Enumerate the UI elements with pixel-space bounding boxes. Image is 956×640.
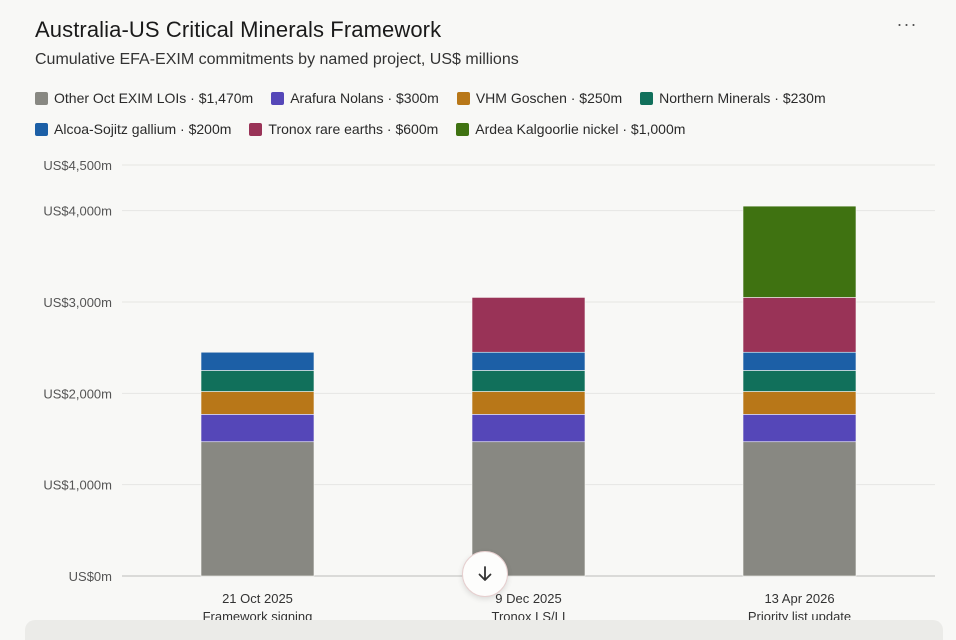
bar-segment [742,391,857,415]
legend-label: Arafura Nolans · $300m [290,90,439,106]
legend-swatch [35,91,48,105]
legend-swatch [456,91,470,105]
scroll-down-button[interactable] [462,551,508,597]
bar-segment [742,351,857,371]
bar-segment [471,414,586,443]
bar-segment [471,370,586,392]
y-tick-label: US$4,000m [43,204,112,219]
bar-segment [742,297,857,353]
legend-label: Other Oct EXIM LOIs · $1,470m [54,90,254,106]
bar-segment [471,297,586,353]
y-tick-label: US$3,000m [43,295,112,310]
legend-label: VHM Goschen · $250m [475,90,623,106]
legend-item[interactable]: Northern Minerals · $230m [640,89,826,107]
legend-label: Tronox rare earths · $600m [268,121,439,137]
bar-segment [200,351,315,371]
chart-legend: Other Oct EXIM LOIs · $1,470m Arafura Nol… [35,89,935,138]
x-tick-label: 13 Apr 2026 [764,591,834,606]
legend-item[interactable]: Arafura Nolans · $300m [271,89,439,107]
chart-subtitle: Cumulative EFA-EXIM commitments by named… [35,51,519,68]
bar-segment [471,351,586,371]
legend-swatch [35,122,48,136]
y-tick-label: US$4,500m [43,158,112,173]
more-options-button[interactable]: ··· [896,13,918,34]
bar-segment [200,441,315,577]
legend-item[interactable]: VHM Goschen · $250m [456,89,623,107]
arrow-down-icon [478,566,492,581]
bottom-panel [25,620,943,640]
bar-segment [742,205,857,298]
bar-segment [200,370,315,392]
x-tick-label: 21 Oct 2025 [222,591,293,606]
legend-item[interactable]: Other Oct EXIM LOIs · $1,470m [35,89,253,107]
chart-title: Australia-US Critical Minerals Framework [35,17,442,42]
legend-swatch [271,91,285,105]
bar-segment [471,391,586,415]
legend-item[interactable]: Tronox rare earths · $600m [249,120,438,138]
bar-segment [742,414,857,443]
legend-label: Ardea Kalgoorlie nickel · $1,000m [475,121,686,137]
legend-label: Northern Minerals · $230m [659,90,826,106]
legend-swatch [249,122,263,136]
legend-item[interactable]: Ardea Kalgoorlie nickel · $1,000m [456,120,685,138]
legend-label: Alcoa-Sojitz gallium · $200m [54,121,232,137]
y-tick-label: US$1,000m [43,478,112,493]
bar-segment [742,441,857,577]
bar-segment [742,370,857,392]
bar-segment [200,391,315,415]
legend-item[interactable]: Alcoa-Sojitz gallium · $200m [35,120,231,138]
legend-swatch [456,122,470,136]
y-tick-label: US$0m [69,569,112,584]
y-tick-label: US$2,000m [43,386,112,401]
x-tick-label: 9 Dec 2025 [495,591,562,606]
bar-segment [200,414,315,443]
legend-swatch [640,91,654,105]
